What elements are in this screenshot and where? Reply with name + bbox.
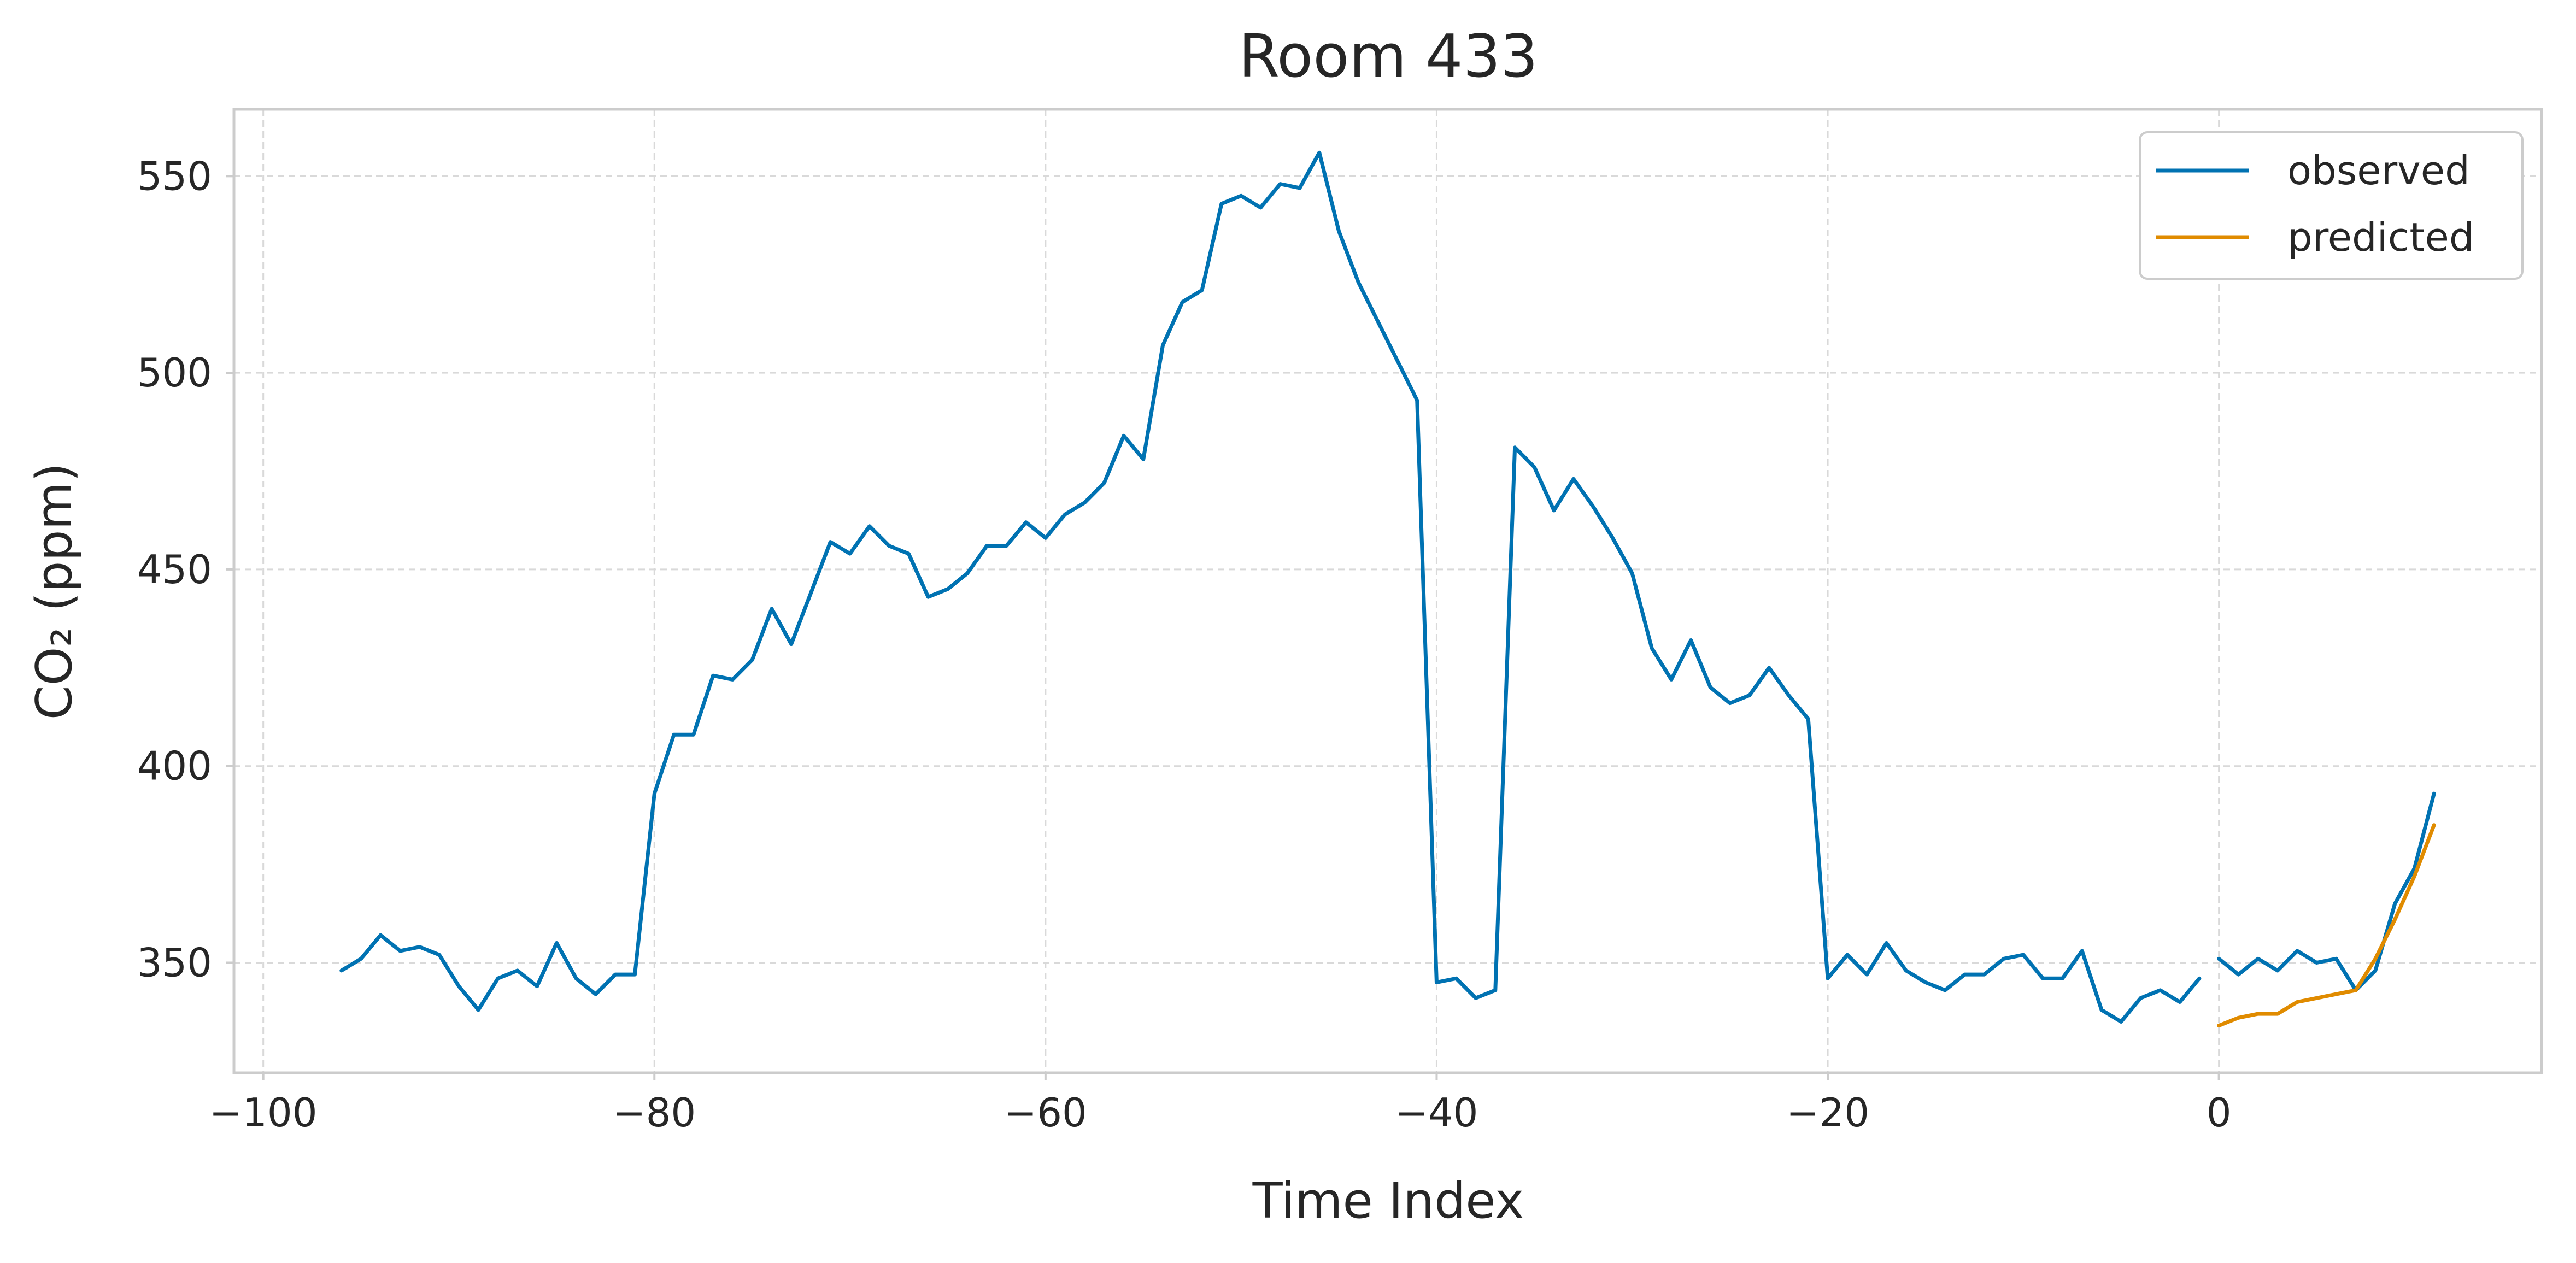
grid (234, 109, 2542, 1073)
y-axis-label: CO₂ (ppm) (26, 463, 83, 720)
legend-label-observed: observed (2287, 148, 2470, 193)
y-tick-label: 350 (137, 940, 212, 986)
chart-title: Room 433 (1239, 22, 1538, 91)
series-predicted (2217, 823, 2436, 1028)
x-tick-label: −60 (1004, 1090, 1087, 1136)
y-tick-label: 500 (137, 350, 212, 396)
x-tick-label: −80 (613, 1090, 696, 1136)
series-observed (339, 150, 2436, 1024)
legend: observed predicted (2139, 131, 2524, 280)
x-tick-label: −40 (1395, 1090, 1478, 1136)
series-line-predicted (2217, 823, 2436, 1028)
ticks: −100 −80 −60 −40 −20 0 350 400 450 500 550 (137, 153, 2232, 1136)
legend-label-predicted: predicted (2287, 214, 2474, 260)
y-tick-label: 450 (137, 547, 212, 592)
x-tick-label: −100 (209, 1090, 318, 1136)
plot-frame (232, 108, 2543, 1074)
x-axis-label: Time Index (1252, 1172, 1524, 1230)
series-line-observed (339, 150, 2202, 1024)
series-line-observed (2217, 791, 2436, 992)
y-tick-label: 400 (137, 743, 212, 789)
x-tick-label: 0 (2207, 1090, 2232, 1136)
y-tick-label: 550 (137, 153, 212, 199)
series-layer (339, 150, 2436, 1028)
x-tick-label: −20 (1786, 1090, 1869, 1136)
